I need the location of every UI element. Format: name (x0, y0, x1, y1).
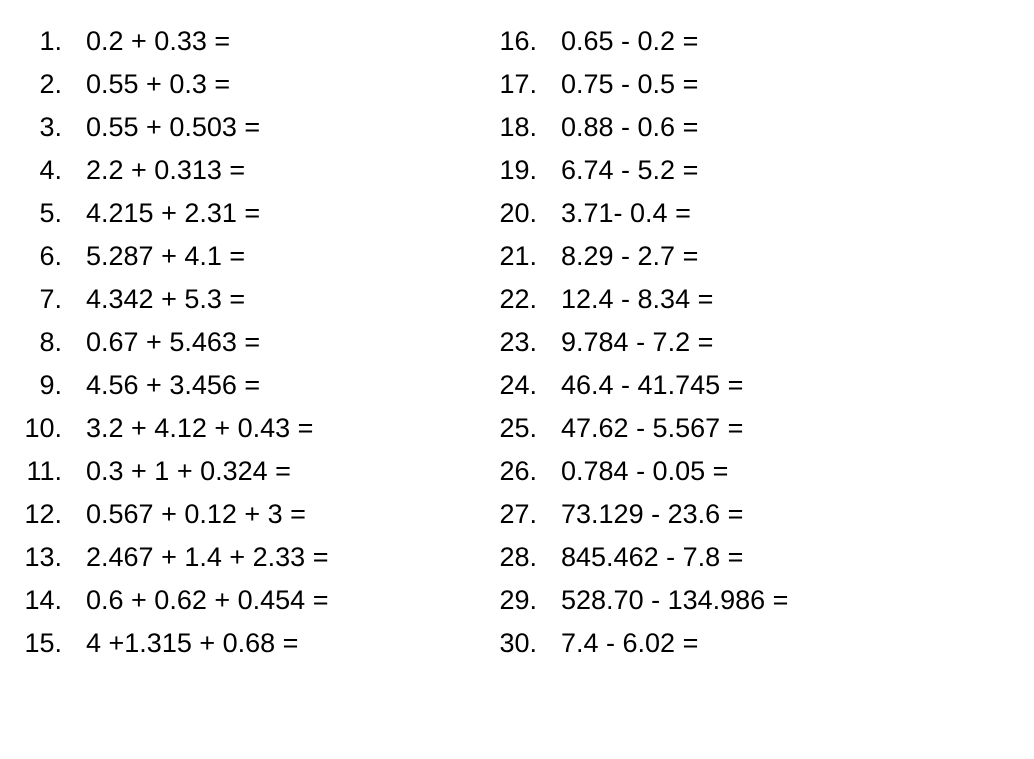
problem-expression: 4.56 + 3.456 = (76, 364, 495, 407)
problem-expression: 4.215 + 2.31 = (76, 192, 495, 235)
problem-number: 10. (20, 407, 76, 450)
problem-expression: 528.70 - 134.986 = (551, 579, 970, 622)
problem-expression: 2.2 + 0.313 = (76, 149, 495, 192)
problem-expression: 0.2 + 0.33 = (76, 20, 495, 63)
problem-expression: 3.71- 0.4 = (551, 192, 970, 235)
problem-row: 22. 12.4 - 8.34 = (495, 278, 970, 321)
problem-expression: 0.65 - 0.2 = (551, 20, 970, 63)
problem-row: 3. 0.55 + 0.503 = (20, 106, 495, 149)
problem-number: 22. (495, 278, 551, 321)
problem-row: 27. 73.129 - 23.6 = (495, 493, 970, 536)
problem-row: 20. 3.71- 0.4 = (495, 192, 970, 235)
problem-expression: 5.287 + 4.1 = (76, 235, 495, 278)
problem-number: 21. (495, 235, 551, 278)
problem-expression: 7.4 - 6.02 = (551, 622, 970, 665)
problem-expression: 9.784 - 7.2 = (551, 321, 970, 364)
problem-expression: 4.342 + 5.3 = (76, 278, 495, 321)
problem-expression: 845.462 - 7.8 = (551, 536, 970, 579)
problem-number: 15. (20, 622, 76, 665)
problem-row: 19. 6.74 - 5.2 = (495, 149, 970, 192)
problem-row: 26. 0.784 - 0.05 = (495, 450, 970, 493)
problem-row: 7. 4.342 + 5.3 = (20, 278, 495, 321)
problem-expression: 46.4 - 41.745 = (551, 364, 970, 407)
problem-row: 29. 528.70 - 134.986 = (495, 579, 970, 622)
problem-number: 12. (20, 493, 76, 536)
problem-number: 28. (495, 536, 551, 579)
problem-number: 14. (20, 579, 76, 622)
problem-expression: 0.3 + 1 + 0.324 = (76, 450, 495, 493)
problem-row: 13. 2.467 + 1.4 + 2.33 = (20, 536, 495, 579)
problem-number: 23. (495, 321, 551, 364)
problem-number: 9. (20, 364, 76, 407)
problem-expression: 12.4 - 8.34 = (551, 278, 970, 321)
problem-expression: 0.88 - 0.6 = (551, 106, 970, 149)
problem-number: 5. (20, 192, 76, 235)
problem-expression: 3.2 + 4.12 + 0.43 = (76, 407, 495, 450)
problem-expression: 47.62 - 5.567 = (551, 407, 970, 450)
problem-number: 27. (495, 493, 551, 536)
problem-number: 6. (20, 235, 76, 278)
problem-row: 17. 0.75 - 0.5 = (495, 63, 970, 106)
problem-number: 17. (495, 63, 551, 106)
problem-row: 2. 0.55 + 0.3 = (20, 63, 495, 106)
problem-row: 23. 9.784 - 7.2 = (495, 321, 970, 364)
problem-number: 4. (20, 149, 76, 192)
problem-row: 12. 0.567 + 0.12 + 3 = (20, 493, 495, 536)
problem-expression: 0.55 + 0.503 = (76, 106, 495, 149)
problem-row: 24. 46.4 - 41.745 = (495, 364, 970, 407)
worksheet: 1. 0.2 + 0.33 = 2. 0.55 + 0.3 = 3. 0.55 … (20, 20, 1014, 665)
problem-number: 3. (20, 106, 76, 149)
problem-number: 18. (495, 106, 551, 149)
problem-expression: 0.55 + 0.3 = (76, 63, 495, 106)
problem-expression: 4 +1.315 + 0.68 = (76, 622, 495, 665)
column-right: 16. 0.65 - 0.2 = 17. 0.75 - 0.5 = 18. 0.… (495, 20, 970, 665)
problem-row: 16. 0.65 - 0.2 = (495, 20, 970, 63)
problem-row: 9. 4.56 + 3.456 = (20, 364, 495, 407)
problem-number: 24. (495, 364, 551, 407)
problem-row: 6. 5.287 + 4.1 = (20, 235, 495, 278)
problem-row: 8. 0.67 + 5.463 = (20, 321, 495, 364)
problem-row: 30. 7.4 - 6.02 = (495, 622, 970, 665)
problem-row: 5. 4.215 + 2.31 = (20, 192, 495, 235)
problem-row: 1. 0.2 + 0.33 = (20, 20, 495, 63)
problem-number: 2. (20, 63, 76, 106)
problem-number: 1. (20, 20, 76, 63)
problem-number: 7. (20, 278, 76, 321)
problem-expression: 6.74 - 5.2 = (551, 149, 970, 192)
problem-expression: 0.6 + 0.62 + 0.454 = (76, 579, 495, 622)
problem-expression: 0.784 - 0.05 = (551, 450, 970, 493)
problem-number: 16. (495, 20, 551, 63)
problem-row: 21. 8.29 - 2.7 = (495, 235, 970, 278)
problem-row: 4. 2.2 + 0.313 = (20, 149, 495, 192)
problem-row: 11. 0.3 + 1 + 0.324 = (20, 450, 495, 493)
column-left: 1. 0.2 + 0.33 = 2. 0.55 + 0.3 = 3. 0.55 … (20, 20, 495, 665)
problem-expression: 73.129 - 23.6 = (551, 493, 970, 536)
problem-number: 8. (20, 321, 76, 364)
problem-row: 25. 47.62 - 5.567 = (495, 407, 970, 450)
problem-number: 19. (495, 149, 551, 192)
problem-row: 14. 0.6 + 0.62 + 0.454 = (20, 579, 495, 622)
problem-expression: 8.29 - 2.7 = (551, 235, 970, 278)
problem-number: 11. (20, 450, 76, 493)
problem-row: 15. 4 +1.315 + 0.68 = (20, 622, 495, 665)
problem-number: 30. (495, 622, 551, 665)
problem-expression: 2.467 + 1.4 + 2.33 = (76, 536, 495, 579)
problem-row: 18. 0.88 - 0.6 = (495, 106, 970, 149)
problem-row: 10. 3.2 + 4.12 + 0.43 = (20, 407, 495, 450)
problem-expression: 0.67 + 5.463 = (76, 321, 495, 364)
problem-number: 29. (495, 579, 551, 622)
problem-row: 28. 845.462 - 7.8 = (495, 536, 970, 579)
problem-number: 25. (495, 407, 551, 450)
problem-number: 13. (20, 536, 76, 579)
problem-number: 20. (495, 192, 551, 235)
problem-expression: 0.567 + 0.12 + 3 = (76, 493, 495, 536)
problem-number: 26. (495, 450, 551, 493)
problem-expression: 0.75 - 0.5 = (551, 63, 970, 106)
